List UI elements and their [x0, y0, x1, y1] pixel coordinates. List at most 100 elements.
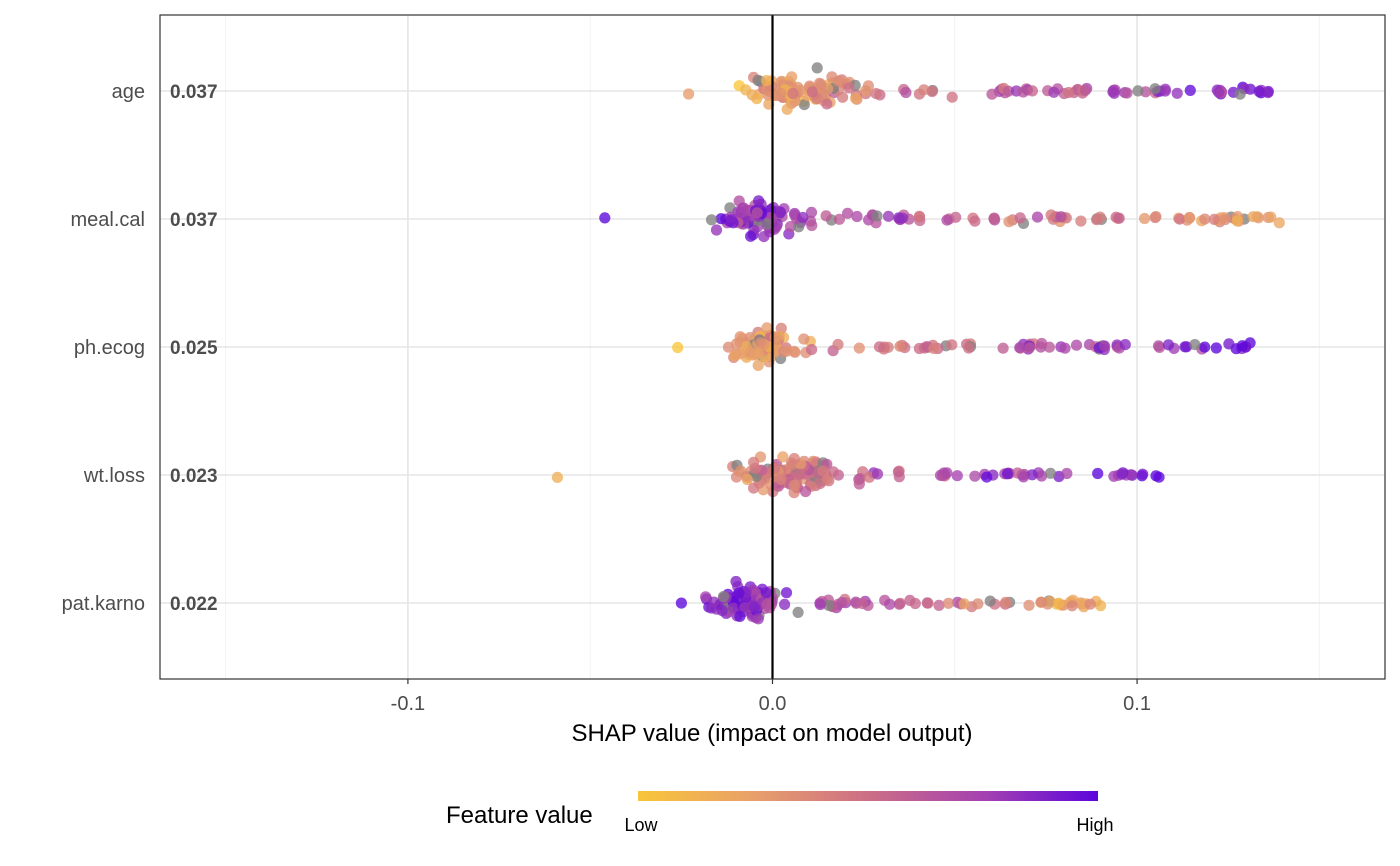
data-point-age — [1048, 86, 1060, 98]
data-point-wt.loss — [775, 473, 787, 486]
data-point-ph.ecog — [894, 340, 906, 352]
data-point-meal.cal — [882, 210, 895, 222]
legend-high-label: High — [1076, 815, 1113, 835]
data-point-ph.ecog — [1099, 340, 1111, 352]
data-point-ph.ecog — [752, 359, 764, 371]
data-point-pat.karno — [857, 598, 869, 610]
data-point-pat.karno — [909, 597, 921, 610]
data-point-ph.ecog — [734, 348, 746, 360]
data-point-wt.loss — [1150, 470, 1162, 482]
data-point-pat.karno — [675, 597, 688, 609]
data-point-pat.karno — [717, 591, 730, 603]
data-point-meal.cal — [1174, 213, 1186, 225]
data-point-ph.ecog — [1023, 342, 1036, 354]
data-point-age — [811, 62, 823, 74]
data-point-pat.karno — [1035, 596, 1047, 608]
data-point-meal.cal — [1045, 209, 1057, 221]
data-point-wt.loss — [1036, 470, 1048, 482]
data-point-age — [1017, 86, 1029, 98]
data-point-meal.cal — [1139, 212, 1151, 225]
importance-label-meal.cal: 0.037 — [170, 210, 218, 231]
data-point-meal.cal — [758, 231, 770, 243]
data-point-wt.loss — [1044, 467, 1057, 479]
data-point-age — [798, 99, 810, 111]
data-point-wt.loss — [777, 451, 789, 463]
data-point-pat.karno — [942, 597, 955, 609]
data-point-wt.loss — [749, 462, 761, 474]
data-point-ph.ecog — [1189, 339, 1201, 351]
data-point-meal.cal — [820, 210, 832, 222]
data-point-wt.loss — [969, 470, 981, 482]
data-point-meal.cal — [1208, 213, 1220, 225]
data-point-pat.karno — [733, 587, 745, 599]
data-point-age — [787, 87, 799, 100]
data-point-ph.ecog — [744, 346, 757, 358]
data-point-pat.karno — [958, 598, 970, 610]
data-point-meal.cal — [842, 207, 854, 219]
importance-label-age: 0.037 — [170, 82, 218, 103]
data-point-meal.cal — [753, 195, 765, 207]
data-point-meal.cal — [1273, 217, 1285, 229]
data-point-ph.ecog — [1223, 338, 1235, 350]
data-point-pat.karno — [752, 613, 764, 625]
data-point-pat.karno — [1053, 597, 1065, 609]
data-point-age — [1121, 87, 1133, 99]
data-point-pat.karno — [734, 610, 746, 623]
data-point-wt.loss — [741, 473, 753, 486]
data-point-meal.cal — [793, 221, 805, 233]
legend-title: Feature value — [446, 802, 593, 829]
data-point-meal.cal — [1265, 211, 1277, 223]
data-point-age — [752, 74, 764, 86]
data-point-pat.karno — [739, 602, 751, 614]
data-point-pat.karno — [779, 598, 791, 611]
data-point-meal.cal — [1014, 212, 1026, 224]
data-point-wt.loss — [769, 462, 781, 474]
data-point-pat.karno — [708, 596, 720, 608]
data-point-wt.loss — [853, 478, 865, 490]
feature-label-meal.cal: meal.cal — [71, 209, 145, 231]
data-point-age — [870, 88, 882, 100]
data-point-age — [1132, 85, 1144, 97]
data-point-wt.loss — [800, 486, 812, 498]
data-point-ph.ecog — [755, 337, 767, 349]
data-point-age — [862, 80, 875, 92]
data-point-pat.karno — [984, 595, 996, 607]
data-point-age — [806, 86, 819, 98]
legend-colorbar — [638, 791, 1098, 801]
data-point-ph.ecog — [1210, 342, 1222, 354]
data-point-ph.ecog — [1199, 341, 1211, 353]
data-point-ph.ecog — [928, 342, 940, 354]
data-point-pat.karno — [972, 598, 984, 610]
feature-label-pat.karno: pat.karno — [62, 593, 145, 615]
data-point-pat.karno — [933, 599, 945, 612]
legend: Feature value Low High — [446, 791, 1114, 835]
x-axis-title: SHAP value (impact on model output) — [571, 720, 972, 747]
feature-label-wt.loss: wt.loss — [83, 465, 145, 487]
data-point-pat.karno — [822, 599, 835, 611]
data-point-meal.cal — [705, 214, 718, 226]
data-point-pat.karno — [748, 601, 760, 613]
data-point-wt.loss — [748, 482, 760, 494]
data-point-meal.cal — [969, 215, 981, 227]
data-point-pat.karno — [1023, 599, 1035, 611]
data-point-age — [815, 78, 827, 90]
data-point-pat.karno — [1044, 595, 1056, 608]
data-point-ph.ecog — [672, 341, 684, 354]
data-point-ph.ecog — [873, 341, 886, 353]
data-point-ph.ecog — [1036, 337, 1048, 350]
data-point-wt.loss — [817, 465, 829, 477]
data-point-meal.cal — [1031, 211, 1044, 223]
data-point-meal.cal — [737, 202, 749, 214]
data-point-age — [1213, 86, 1225, 98]
data-point-pat.karno — [1084, 598, 1096, 610]
data-point-age — [918, 84, 930, 96]
feature-label-ph.ecog: ph.ecog — [74, 337, 145, 359]
data-point-ph.ecog — [734, 331, 746, 343]
data-point-age — [1107, 86, 1119, 98]
data-point-ph.ecog — [1014, 342, 1026, 354]
data-point-meal.cal — [893, 212, 905, 224]
data-point-wt.loss — [1116, 468, 1128, 480]
data-point-pat.karno — [921, 597, 933, 609]
data-point-pat.karno — [780, 587, 793, 599]
